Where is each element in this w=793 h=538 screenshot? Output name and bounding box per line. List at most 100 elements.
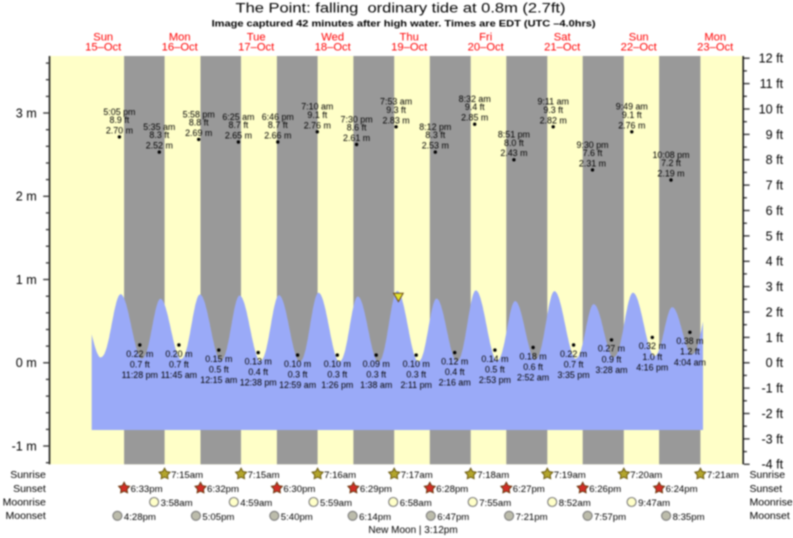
svg-text:6:33pm: 6:33pm: [131, 484, 163, 495]
svg-text:8:35pm: 8:35pm: [673, 512, 705, 523]
svg-text:6:30pm: 6:30pm: [283, 484, 315, 495]
svg-text:Mon: Mon: [704, 32, 726, 44]
svg-text:0.3 ft: 0.3 ft: [406, 370, 426, 380]
svg-text:4 ft: 4 ft: [766, 255, 784, 269]
svg-text:Moonrise: Moonrise: [3, 497, 46, 509]
svg-text:11:45 am: 11:45 am: [161, 370, 197, 380]
svg-text:8 ft: 8 ft: [766, 153, 784, 167]
svg-text:7:15am: 7:15am: [248, 470, 280, 481]
svg-text:7:53 am: 7:53 am: [380, 97, 412, 107]
svg-text:8.0 ft: 8.0 ft: [504, 138, 524, 148]
svg-text:7:21pm: 7:21pm: [516, 512, 548, 523]
svg-text:Sun: Sun: [629, 32, 649, 44]
svg-text:8.9 ft: 8.9 ft: [110, 115, 130, 125]
svg-text:8.7 ft: 8.7 ft: [268, 120, 288, 130]
svg-text:12 ft: 12 ft: [759, 52, 784, 66]
svg-text:7.6 ft: 7.6 ft: [583, 148, 603, 158]
svg-text:Moonset: Moonset: [6, 510, 46, 522]
svg-text:10 ft: 10 ft: [759, 102, 784, 116]
svg-text:0.3 ft: 0.3 ft: [327, 370, 347, 380]
svg-text:4:04 am: 4:04 am: [674, 357, 706, 367]
svg-text:0 ft: 0 ft: [766, 356, 784, 370]
svg-text:0.4 ft: 0.4 ft: [445, 367, 465, 377]
svg-text:9.1 ft: 9.1 ft: [622, 110, 642, 120]
svg-text:9.3 ft: 9.3 ft: [386, 105, 406, 115]
svg-text:2 ft: 2 ft: [766, 305, 784, 319]
svg-text:10:08 pm: 10:08 pm: [652, 150, 689, 160]
svg-text:-1 m: -1 m: [12, 439, 37, 453]
svg-text:0.10 m: 0.10 m: [403, 359, 430, 369]
svg-text:2.83 m: 2.83 m: [383, 115, 410, 125]
svg-text:0.4 ft: 0.4 ft: [248, 367, 268, 377]
svg-text:5:05 pm: 5:05 pm: [103, 107, 135, 117]
svg-text:Sun: Sun: [93, 32, 113, 44]
svg-text:0.32 m: 0.32 m: [639, 341, 666, 351]
svg-text:Image captured 42 minutes afte: Image captured 42 minutes after high wat…: [212, 19, 596, 29]
svg-text:16–Oct: 16–Oct: [162, 41, 199, 53]
svg-text:7.2 ft: 7.2 ft: [661, 158, 681, 168]
svg-text:12:38 pm: 12:38 pm: [240, 378, 277, 388]
svg-text:Sunset: Sunset: [13, 483, 46, 495]
svg-text:7 ft: 7 ft: [766, 179, 784, 193]
svg-text:0.20 m: 0.20 m: [165, 349, 192, 359]
svg-text:8.3 ft: 8.3 ft: [149, 130, 169, 140]
svg-text:0.22 m: 0.22 m: [126, 349, 153, 359]
svg-text:4:28pm: 4:28pm: [124, 512, 156, 523]
svg-text:Sat: Sat: [554, 32, 572, 44]
svg-text:Sunrise: Sunrise: [750, 469, 786, 481]
svg-text:0.7 ft: 0.7 ft: [169, 359, 189, 369]
svg-text:Sunset: Sunset: [750, 483, 783, 495]
svg-text:3:35 pm: 3:35 pm: [558, 370, 590, 380]
svg-text:8:12 pm: 8:12 pm: [419, 122, 451, 132]
svg-text:2:11 pm: 2:11 pm: [400, 380, 431, 390]
svg-text:Tue: Tue: [247, 32, 266, 44]
svg-text:3:28 am: 3:28 am: [595, 365, 627, 375]
svg-text:2:16 am: 2:16 am: [439, 378, 471, 388]
svg-text:Thu: Thu: [400, 32, 419, 44]
svg-text:0.14 m: 0.14 m: [481, 354, 508, 364]
svg-text:5:59am: 5:59am: [320, 498, 352, 509]
svg-text:0.7 ft: 0.7 ft: [130, 359, 150, 369]
svg-text:0.5 ft: 0.5 ft: [209, 365, 229, 375]
svg-text:6:27pm: 6:27pm: [513, 484, 545, 495]
svg-text:0.18 m: 0.18 m: [520, 351, 547, 361]
svg-text:17–Oct: 17–Oct: [238, 41, 275, 53]
svg-text:8:52am: 8:52am: [559, 498, 591, 509]
svg-text:6:24pm: 6:24pm: [666, 484, 698, 495]
svg-text:8:51 pm: 8:51 pm: [498, 130, 530, 140]
svg-text:2.82 m: 2.82 m: [540, 115, 567, 125]
svg-text:0.15 m: 0.15 m: [205, 354, 232, 364]
svg-text:6:46 pm: 6:46 pm: [262, 112, 294, 122]
svg-text:5:35 am: 5:35 am: [143, 122, 175, 132]
svg-text:6:47pm: 6:47pm: [437, 512, 469, 523]
svg-text:22–Oct: 22–Oct: [621, 41, 658, 53]
svg-text:2.76 m: 2.76 m: [618, 120, 645, 130]
svg-text:8.3 ft: 8.3 ft: [425, 130, 445, 140]
svg-text:19–Oct: 19–Oct: [391, 41, 428, 53]
svg-text:2.66 m: 2.66 m: [264, 131, 291, 141]
svg-text:7:16am: 7:16am: [324, 470, 356, 481]
svg-text:3 ft: 3 ft: [766, 280, 784, 294]
svg-text:5:40pm: 5:40pm: [281, 512, 313, 523]
svg-text:3:58am: 3:58am: [161, 498, 193, 509]
svg-text:Wed: Wed: [321, 32, 344, 44]
svg-text:9:47am: 9:47am: [638, 498, 670, 509]
svg-text:New Moon | 3:12pm: New Moon | 3:12pm: [368, 525, 457, 536]
svg-text:3 m: 3 m: [16, 106, 37, 120]
svg-text:2.85 m: 2.85 m: [461, 113, 488, 123]
svg-text:8.7 ft: 8.7 ft: [229, 120, 249, 130]
svg-text:2.53 m: 2.53 m: [422, 141, 449, 151]
svg-text:1:38 am: 1:38 am: [360, 380, 392, 390]
svg-text:Mon: Mon: [169, 32, 191, 44]
svg-text:12:15 am: 12:15 am: [200, 375, 237, 385]
svg-text:0.09 m: 0.09 m: [363, 359, 390, 369]
svg-text:7:18am: 7:18am: [477, 470, 509, 481]
svg-text:0.38 m: 0.38 m: [676, 336, 703, 346]
svg-text:2.52 m: 2.52 m: [146, 141, 173, 151]
svg-text:0.12 m: 0.12 m: [441, 356, 468, 366]
svg-text:0.10 m: 0.10 m: [284, 359, 311, 369]
svg-text:4:16 pm: 4:16 pm: [636, 362, 668, 372]
svg-text:4:59am: 4:59am: [240, 498, 272, 509]
svg-text:7:19am: 7:19am: [554, 470, 586, 481]
svg-text:7:21am: 7:21am: [707, 470, 739, 481]
